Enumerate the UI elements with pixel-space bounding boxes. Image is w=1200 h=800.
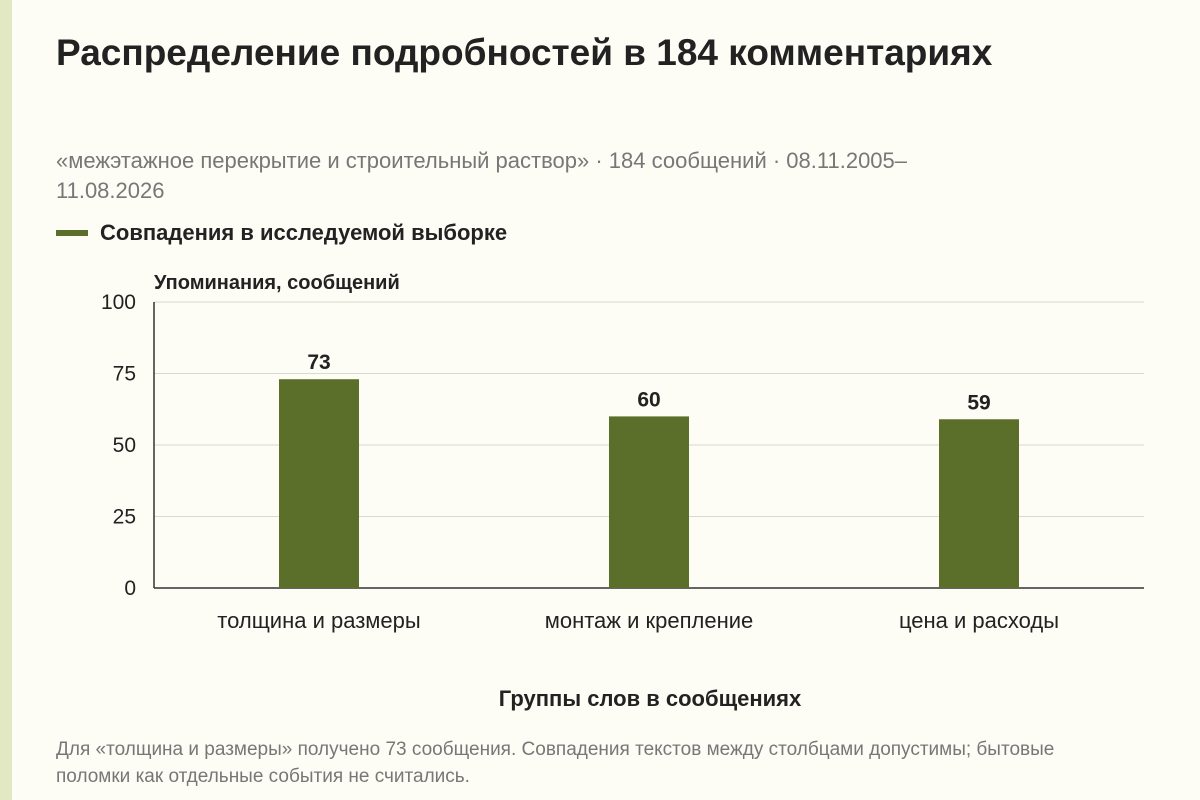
legend-swatch: [56, 230, 88, 236]
x-tick-label: монтаж и крепление: [545, 608, 754, 633]
y-tick-label: 25: [113, 506, 136, 529]
y-tick-label: 100: [101, 291, 136, 314]
y-tick-label: 75: [113, 363, 136, 386]
y-axis-title: Упоминания, сообщений: [154, 272, 400, 294]
bar-value-label: 60: [637, 388, 660, 411]
chart-subtitle: «межэтажное перекрытие и строительный ра…: [56, 148, 908, 203]
x-tick-label: цена и расходы: [899, 608, 1059, 633]
legend: Совпадения в исследуемой выборке: [56, 218, 507, 248]
chart-title: Распределение подробностей в 184 коммент…: [56, 32, 993, 73]
y-tick-label: 50: [113, 434, 136, 457]
left-accent-strip: [0, 0, 12, 800]
legend-label: Совпадения в исследуемой выборке: [100, 220, 508, 245]
bar: [609, 416, 689, 588]
bar-value-label: 73: [307, 351, 330, 374]
footnote: Для «толщина и размеры» получено 73 сооб…: [56, 739, 1055, 787]
bar: [939, 419, 1019, 588]
bar: [279, 379, 359, 588]
bar-value-label: 59: [967, 391, 990, 414]
x-tick-label: толщина и размеры: [217, 608, 420, 633]
y-tick-label: 0: [124, 577, 136, 600]
x-axis-title: Группы слов в сообщениях: [498, 686, 802, 711]
